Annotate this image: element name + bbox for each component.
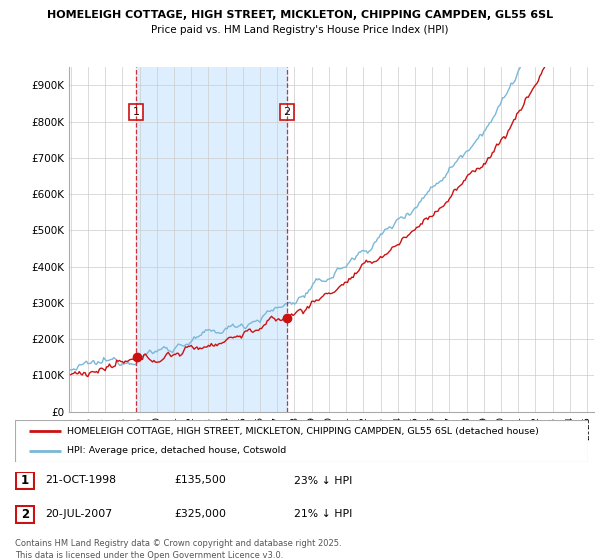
Text: 21-OCT-1998: 21-OCT-1998: [45, 475, 116, 486]
Text: 2: 2: [283, 107, 290, 117]
Text: £325,000: £325,000: [174, 509, 226, 519]
Text: 1: 1: [133, 107, 140, 117]
FancyBboxPatch shape: [16, 506, 34, 522]
Text: HOMELEIGH COTTAGE, HIGH STREET, MICKLETON, CHIPPING CAMPDEN, GL55 6SL (detached : HOMELEIGH COTTAGE, HIGH STREET, MICKLETO…: [67, 427, 538, 436]
Text: Price paid vs. HM Land Registry's House Price Index (HPI): Price paid vs. HM Land Registry's House …: [151, 25, 449, 35]
Text: 23% ↓ HPI: 23% ↓ HPI: [294, 475, 352, 486]
Text: £135,500: £135,500: [174, 475, 226, 486]
Text: 1: 1: [21, 474, 29, 487]
Text: Contains HM Land Registry data © Crown copyright and database right 2025.
This d: Contains HM Land Registry data © Crown c…: [15, 539, 341, 559]
Text: 2: 2: [21, 508, 29, 521]
Text: 21% ↓ HPI: 21% ↓ HPI: [294, 509, 352, 519]
Text: HPI: Average price, detached house, Cotswold: HPI: Average price, detached house, Cots…: [67, 446, 286, 455]
Text: HOMELEIGH COTTAGE, HIGH STREET, MICKLETON, CHIPPING CAMPDEN, GL55 6SL: HOMELEIGH COTTAGE, HIGH STREET, MICKLETO…: [47, 10, 553, 20]
FancyBboxPatch shape: [15, 420, 588, 462]
FancyBboxPatch shape: [16, 473, 34, 489]
Text: 20-JUL-2007: 20-JUL-2007: [45, 509, 112, 519]
Bar: [136, 67, 287, 412]
